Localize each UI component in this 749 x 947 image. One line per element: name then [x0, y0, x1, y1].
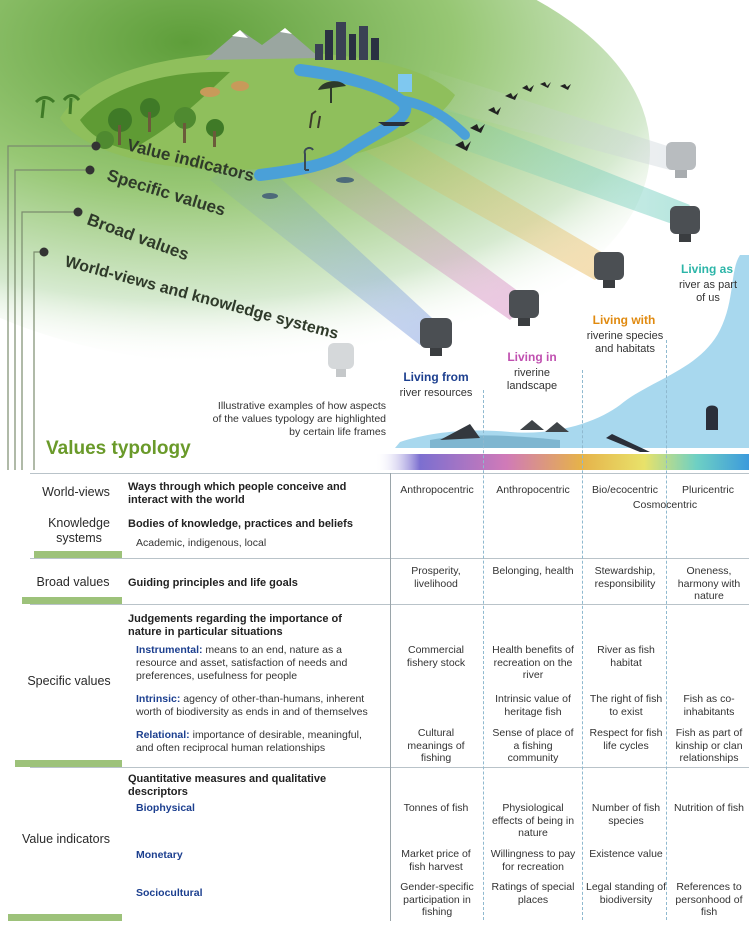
projector-grey-top	[666, 142, 696, 178]
cell-broad-4: Oneness, harmony with nature	[677, 565, 741, 602]
bar-worldviews	[34, 551, 122, 558]
cell-sociocultural-1: Gender-specific participation in fishing	[400, 881, 474, 918]
cell-relational-1: Cultural meanings of fishing	[407, 727, 465, 764]
frame-sub-living-with: riverine species and habitats	[586, 330, 664, 355]
cell-sociocultural-4: References to personhood of fish	[675, 881, 743, 918]
cell-biophysical-2: Physiological effects of being in nature	[491, 802, 575, 839]
cell-relational-4: Fish as part of kinship or clan relation…	[675, 727, 743, 764]
bar-specific	[15, 760, 122, 767]
cell-instrumental-1: Commercial fishery stock	[406, 644, 466, 669]
cell-worldviews-3: Bio/ecocentric	[592, 484, 658, 496]
heading-worldviews: Ways through which people conceive and i…	[128, 481, 347, 506]
rowlabel-indicators: Value indicators	[21, 832, 110, 846]
cell-monetary-3: Existence value	[589, 848, 663, 860]
key-monetary: Monetary	[136, 849, 183, 861]
cell-biophysical-3: Number of fish species	[591, 802, 661, 827]
cell-instrumental-2: Health benefits of recreation on the riv…	[492, 644, 574, 681]
desc-knowledge: Academic, indigenous, local	[136, 537, 267, 549]
projector-living-as	[670, 206, 700, 242]
cell-relational-2: Sense of place of a fishing community	[492, 727, 574, 764]
landscape-illustration: Value indicators Specific values Broad v…	[0, 0, 749, 470]
cell-instrumental-3: River as fish habitat	[597, 644, 655, 669]
desc-relational: Relational: importance of desirable, mea…	[136, 729, 381, 755]
cell-relational-3: Respect for fish life cycles	[589, 727, 663, 752]
heading-knowledge: Bodies of knowledge, practices and belie…	[128, 518, 353, 530]
frame-title-living-with: Living with	[592, 313, 656, 327]
bar-indicators	[8, 914, 122, 921]
rowlabel-specific: Specific values	[27, 674, 111, 688]
text-relational: importance of desirable, meaningful, and…	[136, 729, 362, 754]
spectrum-band	[375, 454, 749, 470]
frame-title-living-from: Living from	[403, 370, 469, 384]
cell-sociocultural-2: Ratings of special places	[491, 881, 575, 906]
rowlabel-broad: Broad values	[36, 575, 110, 589]
bar-broad	[22, 597, 122, 604]
values-typology-title: Values typology	[46, 438, 191, 459]
cell-biophysical-4: Nutrition of fish	[673, 802, 745, 814]
frame-title-living-as: Living as	[680, 262, 733, 276]
desc-instrumental: Instrumental: means to an end, nature as…	[136, 644, 381, 683]
beam-grey	[425, 70, 680, 170]
rowlabel-worldviews: World-views	[42, 485, 110, 499]
projector-living-in	[509, 290, 539, 326]
key-biophysical: Biophysical	[136, 802, 195, 814]
cell-biophysical-1: Tonnes of fish	[403, 802, 469, 814]
projector-illustrative	[328, 343, 354, 377]
beam-living-with	[345, 110, 615, 280]
rowlabel-knowledge: Knowledge systems	[48, 516, 110, 545]
cell-intrinsic-2: Intrinsic value of heritage fish	[495, 693, 571, 718]
cell-monetary-1: Market price of fish harvest	[401, 848, 471, 873]
heading-broad: Guiding principles and life goals	[128, 577, 298, 589]
cell-worldviews-4: Pluricentric	[682, 484, 734, 496]
cell-intrinsic-3: The right of fish to exist	[589, 693, 663, 718]
key-relational: Relational:	[136, 729, 190, 741]
frame-sub-living-in: riverine landscape	[506, 367, 558, 392]
cell-broad-2: Belonging, health	[492, 565, 574, 577]
heading-specific: Judgements regarding the importance of n…	[128, 613, 342, 638]
cell-worldviews-2: Anthropocentric	[496, 484, 570, 496]
beam-living-as	[395, 90, 690, 225]
cell-broad-3: Stewardship, responsibility	[594, 565, 656, 590]
frame-sub-living-as: river as part of us	[678, 279, 738, 304]
cell-worldviews-span: Cosmocentric	[632, 499, 698, 511]
desc-intrinsic: Intrinsic: agency of other-than-humans, …	[136, 693, 381, 719]
key-sociocultural: Sociocultural	[136, 887, 203, 899]
cell-worldviews-1: Anthropocentric	[400, 484, 474, 496]
text-intrinsic: agency of other-than-humans, inherent wo…	[136, 693, 368, 718]
key-instrumental: Instrumental:	[136, 644, 203, 656]
projector-living-with	[594, 252, 624, 288]
cell-intrinsic-4: Fish as co-inhabitants	[683, 693, 735, 718]
illustrative-note: Illustrative examples of how aspects of …	[212, 400, 386, 438]
frame-title-living-in: Living in	[507, 350, 557, 364]
cell-monetary-2: Willingness to pay for recreation	[490, 848, 576, 873]
heading-indicators: Quantitative measures and qualitative de…	[128, 773, 327, 798]
key-intrinsic: Intrinsic:	[136, 693, 181, 705]
frame-sub-living-from: river resources	[399, 387, 473, 399]
projector-living-from	[420, 318, 452, 356]
cell-broad-1: Prosperity, livelihood	[411, 565, 461, 590]
river-scene	[395, 255, 749, 448]
text-instrumental: means to an end, nature as a resource an…	[136, 644, 348, 682]
cell-sociocultural-3: Legal standing of biodiversity	[586, 881, 666, 906]
